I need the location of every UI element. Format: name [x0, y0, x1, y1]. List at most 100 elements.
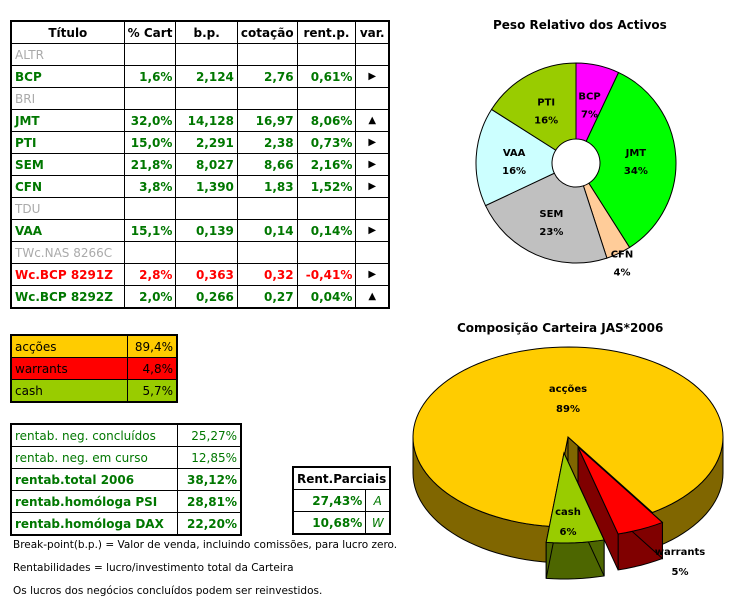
cell-rent: 0,73%: [296, 131, 357, 154]
pie3d-slice-acções: [412, 346, 724, 527]
holdings-table: Título % Cart b.p. cotação rent.p. var. …: [10, 20, 390, 309]
cell-titulo: PTI: [10, 131, 125, 154]
pie3d-label-name: cash: [555, 507, 581, 518]
partial-title: Rent.Parciais: [292, 466, 391, 490]
donut-label-name: CFN: [611, 250, 634, 261]
returns-label: rentab.homóloga PSI: [10, 490, 178, 513]
cell-rent: 0,14%: [296, 219, 357, 242]
returns-row: rentab. neg. concluídos 25,27%: [10, 423, 242, 447]
allocation-row: cash 5,7%: [10, 379, 178, 403]
cell-bp: 0,139: [175, 219, 238, 242]
cell-cot: 0,14: [236, 219, 298, 242]
donut-label-value: 16%: [502, 166, 526, 177]
arrow-up-icon: ▲: [355, 285, 390, 309]
allocation-table: acções 89,4% warrants 4,8% cash 5,7%: [10, 334, 178, 403]
cell-titulo: BCP: [10, 65, 125, 88]
donut-slice-sem: [484, 172, 608, 264]
pie3d-label-value: 89%: [556, 404, 580, 415]
cell-rent: 8,06%: [296, 109, 357, 132]
returns-value: 38,12%: [177, 468, 242, 491]
donut-label-name: PTI: [537, 98, 555, 109]
cell-cart: 1,6%: [123, 65, 177, 88]
table-row: PTI 15,0% 2,291 2,38 0,73% ▶: [10, 131, 390, 154]
cell-cart: 2,0%: [123, 285, 177, 309]
returns-table: rentab. neg. concluídos 25,27% rentab. neg…: [10, 423, 242, 536]
returns-label: rentab. neg. concluídos: [10, 423, 178, 447]
col-rent: rent.p.: [296, 20, 357, 44]
pie3d-slice-cash: [545, 451, 605, 544]
arrow-right-icon: ▶: [355, 263, 390, 286]
cell-rent: 0,04%: [296, 285, 357, 309]
cell-bp: 14,128: [175, 109, 238, 132]
table-row: BRI: [10, 87, 390, 110]
returns-row: rentab.homóloga DAX 22,20%: [10, 512, 242, 536]
returns-value: 25,27%: [177, 423, 242, 447]
returns-label: rentab.total 2006: [10, 468, 178, 491]
donut-label-name: VAA: [503, 148, 526, 159]
donut-label-value: 34%: [624, 166, 648, 177]
note-lucros: Os lucros dos negócios concluídos podem …: [13, 585, 323, 597]
donut-slice-vaa: [475, 108, 557, 207]
returns-row: rentab. neg. em curso 12,85%: [10, 446, 242, 469]
pie3d-title: Composição Carteira JAS*2006: [457, 321, 664, 335]
cell-cot: 0,27: [236, 285, 298, 309]
allocation-label: acções: [10, 334, 128, 358]
col-bp: b.p.: [175, 20, 238, 44]
table-row: SEM 21,8% 8,027 8,66 2,16% ▶: [10, 153, 390, 176]
pie3d-label-name: warrants: [655, 547, 705, 558]
allocation-value: 89,4%: [127, 334, 178, 358]
returns-row: rentab.homóloga PSI 28,81%: [10, 490, 242, 513]
allocation-label: cash: [10, 379, 128, 403]
returns-label: rentab.homóloga DAX: [10, 512, 178, 536]
table-row: BCP 1,6% 2,124 2,76 0,61% ▶: [10, 65, 390, 88]
partial-returns-table: Rent.Parciais 27,43% A 10,68% W: [292, 466, 392, 535]
table-row: Wc.BCP 8292Z 2,0% 0,266 0,27 0,04% ▲: [10, 285, 390, 309]
allocation-label: warrants: [10, 357, 128, 380]
pie3d-label-value: 5%: [672, 567, 689, 578]
returns-value: 28,81%: [177, 490, 242, 513]
cell-bp: 0,266: [175, 285, 238, 309]
note-breakpoint: Break-point(b.p.) = Valor de venda, incl…: [13, 539, 398, 551]
returns-value: 22,20%: [177, 512, 242, 536]
donut-label-value: 4%: [613, 268, 630, 279]
allocation-value: 4,8%: [127, 357, 178, 380]
partial-tag: A: [365, 489, 391, 512]
returns-row: rentab.total 2006 38,12%: [10, 468, 242, 491]
cell-cot: 2,38: [236, 131, 298, 154]
donut-label-value: 23%: [539, 227, 563, 238]
cell-titulo: TDU: [10, 197, 125, 220]
allocation-value: 5,7%: [127, 379, 178, 403]
partial-value: 27,43%: [292, 489, 367, 512]
donut-slice-pti: [490, 62, 577, 151]
partial-value: 10,68%: [292, 511, 367, 535]
holdings-header: Título % Cart b.p. cotação rent.p. var.: [10, 20, 390, 44]
pie3d-label-name: acções: [549, 384, 587, 395]
cell-rent: -0,41%: [296, 263, 357, 286]
cell-cart: 15,0%: [123, 131, 177, 154]
donut-label-name: BCP: [578, 91, 600, 102]
cell-titulo: Wc.BCP 8291Z: [10, 263, 125, 286]
table-row: Wc.BCP 8291Z 2,8% 0,363 0,32 -0,41% ▶: [10, 263, 390, 286]
donut-title: Peso Relativo dos Activos: [493, 18, 667, 32]
cell-bp: 8,027: [175, 153, 238, 176]
cell-bp: 0,363: [175, 263, 238, 286]
cell-rent: 1,52%: [296, 175, 357, 198]
donut-label-value: 7%: [581, 109, 598, 120]
allocation-row: warrants 4,8%: [10, 357, 178, 380]
col-var: var.: [355, 20, 390, 44]
pie3d-label-value: 6%: [560, 527, 577, 538]
cell-titulo: TWc.NAS 8266C: [10, 241, 125, 264]
cell-titulo: Wc.BCP 8292Z: [10, 285, 125, 309]
cell-cart: 2,8%: [123, 263, 177, 286]
cell-cart: 3,8%: [123, 175, 177, 198]
partial-tag: W: [365, 511, 391, 535]
note-rentabilidades: Rentabilidades = lucro/investimento tota…: [13, 562, 294, 574]
returns-label: rentab. neg. em curso: [10, 446, 178, 469]
donut-label-name: SEM: [539, 209, 563, 220]
col-cart: % Cart: [123, 20, 177, 44]
table-row: CFN 3,8% 1,390 1,83 1,52% ▶: [10, 175, 390, 198]
cell-cot: 16,97: [236, 109, 298, 132]
donut-label-name: JMT: [625, 148, 647, 159]
donut-slice-jmt: [585, 71, 677, 249]
